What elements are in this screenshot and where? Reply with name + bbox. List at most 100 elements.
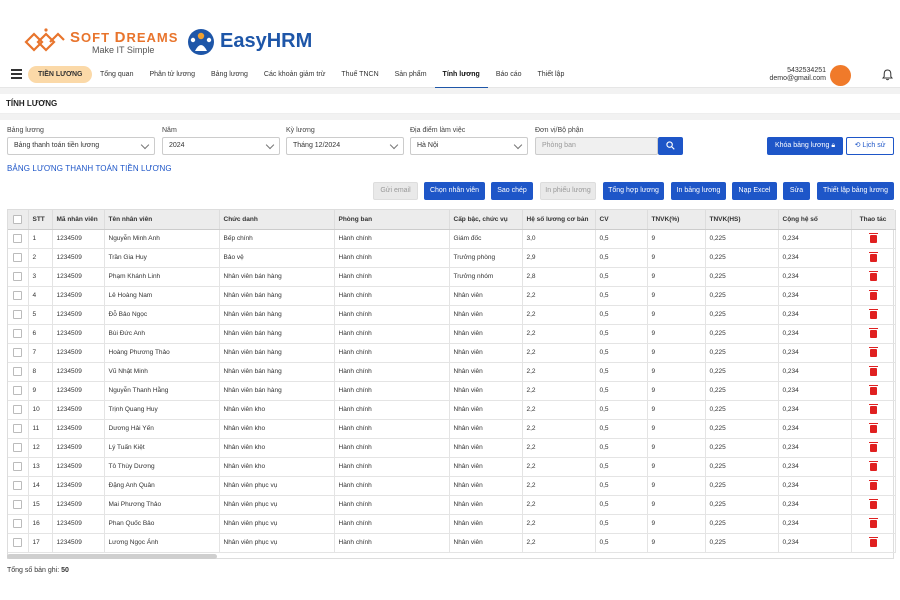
row-checkbox-cell[interactable] [8, 400, 29, 420]
delete-icon[interactable] [868, 441, 878, 452]
row-checkbox[interactable] [13, 405, 23, 414]
table-row[interactable]: 10 1234509 Trịnh Quang Huy Nhân viên kho Hàn… [8, 400, 896, 420]
delete-icon[interactable] [868, 479, 878, 490]
table-row[interactable]: 8 1234509 Vũ Nhật Minh Nhân viên bán hàng Hà… [8, 362, 896, 382]
table-row[interactable]: 1 1234509 Nguyễn Minh Anh Bếp chính Hành chí… [8, 229, 896, 249]
row-checkbox[interactable] [13, 519, 23, 528]
bell-icon[interactable] [882, 69, 893, 81]
module-switcher[interactable]: TIỀN LƯƠNG [28, 66, 93, 83]
table-row[interactable]: 5 1234509 Đỗ Bảo Ngọc Nhân viên bán hàng Hàn… [8, 305, 896, 325]
delete-icon[interactable] [868, 327, 878, 338]
delete-icon[interactable] [868, 460, 878, 471]
table-row[interactable]: 3 1234509 Phạm Khánh Linh Nhân viên bán hàn… [8, 267, 896, 287]
import-excel-button[interactable]: Nạp Excel [732, 182, 777, 200]
payroll-select[interactable]: Bảng thanh toán tiền lương [7, 137, 155, 155]
delete-icon[interactable] [868, 289, 878, 300]
row-checkbox-cell[interactable] [8, 419, 29, 439]
row-checkbox-cell[interactable] [8, 267, 29, 287]
row-checkbox-cell[interactable] [8, 343, 29, 363]
nav-item-products[interactable]: Sản phẩm [394, 71, 427, 78]
search-button[interactable] [658, 137, 683, 155]
table-row[interactable]: 15 1234509 Mai Phương Thảo Nhân viên phục v… [8, 495, 896, 515]
table-row[interactable]: 16 1234509 Phan Quốc Bảo Nhân viên phục vụ H… [8, 514, 896, 534]
delete-icon[interactable] [868, 251, 878, 262]
history-button[interactable]: ⟲ Lịch sử [846, 137, 894, 155]
row-checkbox-cell[interactable] [8, 324, 29, 344]
delete-icon[interactable] [868, 384, 878, 395]
row-checkbox[interactable] [13, 253, 23, 262]
row-checkbox-cell[interactable] [8, 305, 29, 325]
copy-button[interactable]: Sao chép [491, 182, 533, 200]
row-checkbox-cell[interactable] [8, 476, 29, 496]
delete-icon[interactable] [868, 270, 878, 281]
nav-item-settings[interactable]: Thiết lập [537, 71, 565, 78]
row-checkbox-cell[interactable] [8, 229, 29, 249]
location-select[interactable]: Hà Nội [410, 137, 528, 155]
row-checkbox-cell[interactable] [8, 438, 29, 458]
year-select[interactable]: 2024 [162, 137, 280, 155]
delete-icon[interactable] [868, 308, 878, 319]
delete-icon[interactable] [868, 346, 878, 357]
choose-employee-button[interactable]: Chọn nhân viên [424, 182, 485, 200]
send-email-button[interactable]: Gửi email [373, 182, 418, 200]
avatar[interactable] [830, 65, 851, 86]
salary-summary-button[interactable]: Tổng hợp lương [603, 182, 664, 200]
delete-icon[interactable] [868, 365, 878, 376]
row-checkbox[interactable] [13, 310, 23, 319]
nav-item-calculate-salary[interactable]: Tính lương [434, 62, 488, 88]
table-row[interactable]: 13 1234509 Tô Thùy Dương Nhân viên kho Hành … [8, 457, 896, 477]
delete-icon[interactable] [868, 498, 878, 509]
table-row[interactable]: 14 1234509 Đặng Anh Quân Nhân viên phục vụ H… [8, 476, 896, 496]
unit-input[interactable]: Phòng ban [535, 137, 658, 155]
row-checkbox-cell[interactable] [8, 533, 29, 553]
table-row[interactable]: 7 1234509 Hoàng Phương Thảo Nhân viên bán h… [8, 343, 896, 363]
nav-item-overview[interactable]: Tổng quan [100, 71, 134, 78]
row-checkbox[interactable] [13, 462, 23, 471]
print-slip-button[interactable]: In phiếu lương [540, 182, 596, 200]
period-select[interactable]: Tháng 12/2024 [286, 137, 404, 155]
row-checkbox[interactable] [13, 500, 23, 509]
row-checkbox[interactable] [13, 272, 23, 281]
row-checkbox[interactable] [13, 424, 23, 433]
nav-item-salary-components[interactable]: Phân tử lương [149, 71, 195, 78]
setup-payroll-button[interactable]: Thiết lập bảng lương [817, 182, 894, 200]
table-row[interactable]: 11 1234509 Dương Hải Yến Nhân viên kho Hành … [8, 419, 896, 439]
print-payroll-button[interactable]: In bảng lương [671, 182, 726, 200]
select-all-checkbox[interactable] [13, 214, 23, 224]
delete-icon[interactable] [868, 422, 878, 433]
row-checkbox[interactable] [13, 234, 23, 243]
row-checkbox-cell[interactable] [8, 381, 29, 401]
table-row[interactable]: 17 1234509 Lương Ngọc Ánh Nhân viên phục vụ… [8, 533, 896, 553]
row-checkbox[interactable] [13, 348, 23, 357]
table-row[interactable]: 6 1234509 Bùi Đức Anh Nhân viên bán hàng Hàn… [8, 324, 896, 344]
table-row[interactable]: 9 1234509 Nguyễn Thanh Hằng Nhân viên bán h… [8, 381, 896, 401]
row-checkbox[interactable] [13, 538, 23, 547]
row-checkbox[interactable] [13, 481, 23, 490]
lock-payroll-button[interactable]: Khóa bảng lương 🔒︎ [767, 137, 843, 155]
row-checkbox-cell[interactable] [8, 514, 29, 534]
row-checkbox-cell[interactable] [8, 362, 29, 382]
delete-icon[interactable] [868, 517, 878, 528]
delete-icon[interactable] [868, 232, 878, 243]
row-checkbox[interactable] [13, 443, 23, 452]
delete-icon[interactable] [868, 403, 878, 414]
table-row[interactable]: 4 1234509 Lê Hoàng Nam Nhân viên bán hàng Hà… [8, 286, 896, 306]
row-checkbox[interactable] [13, 367, 23, 376]
row-checkbox-cell[interactable] [8, 495, 29, 515]
edit-button[interactable]: Sửa [783, 182, 810, 200]
horizontal-scrollbar[interactable] [7, 554, 217, 559]
menu-icon[interactable] [11, 69, 22, 79]
nav-item-pit[interactable]: Thuế TNCN [341, 71, 379, 78]
nav-item-payroll[interactable]: Bảng lương [210, 71, 248, 78]
select-all-cell[interactable] [8, 210, 29, 230]
nav-item-reports[interactable]: Báo cáo [495, 71, 522, 78]
row-checkbox[interactable] [13, 386, 23, 395]
row-checkbox-cell[interactable] [8, 248, 29, 268]
account-info[interactable]: 5432534251 demo@gmail.com [760, 67, 826, 83]
table-row[interactable]: 2 1234509 Trần Gia Huy Bảo vệ Hành chính Trưở… [8, 248, 896, 268]
row-checkbox-cell[interactable] [8, 457, 29, 477]
nav-item-deductions[interactable]: Các khoản giảm trừ [263, 71, 326, 78]
table-row[interactable]: 12 1234509 Lý Tuấn Kiệt Nhân viên kho Hành c… [8, 438, 896, 458]
delete-icon[interactable] [868, 536, 878, 547]
row-checkbox[interactable] [13, 291, 23, 300]
